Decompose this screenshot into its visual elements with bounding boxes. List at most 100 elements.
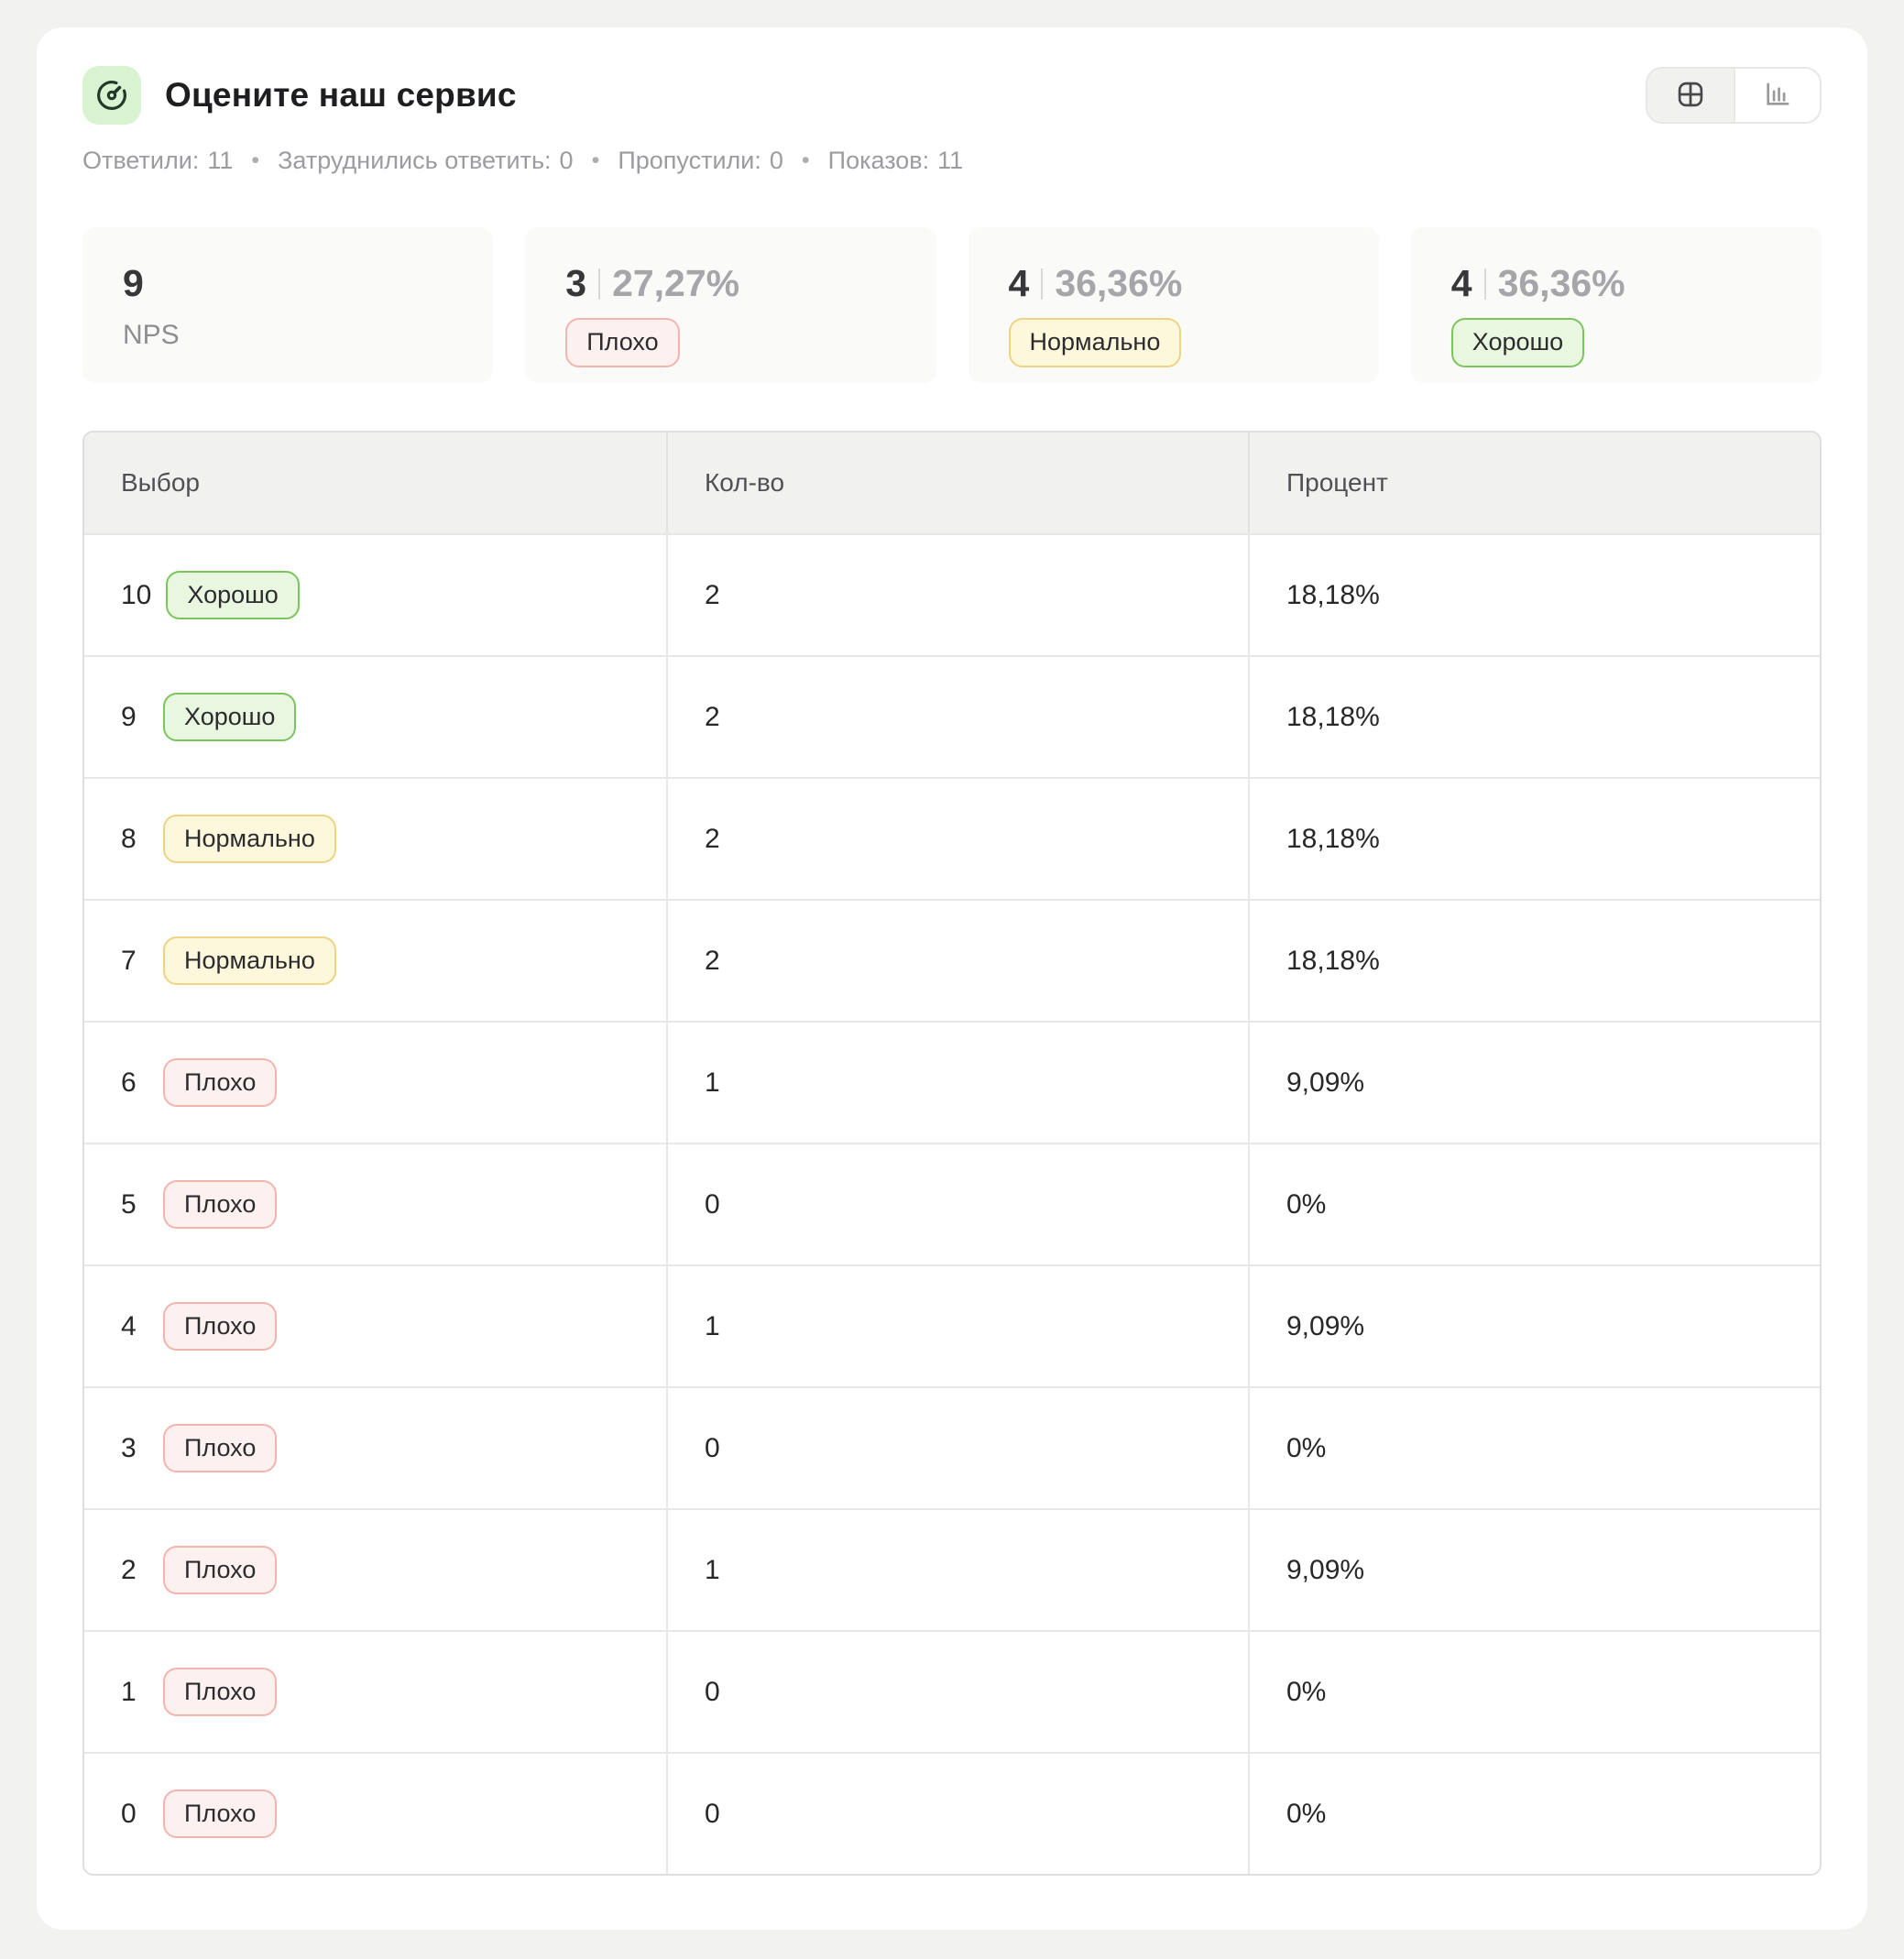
count-cell: 2 bbox=[666, 901, 1248, 1021]
count-cell: 0 bbox=[666, 1632, 1248, 1752]
choice-badge: Плохо bbox=[163, 1667, 278, 1717]
stat-value: 0 bbox=[769, 147, 783, 174]
view-toggle bbox=[1646, 67, 1822, 124]
bad-count: 3 bbox=[565, 262, 587, 304]
count-cell: 0 bbox=[666, 1754, 1248, 1874]
stat-item: Показов: 11 bbox=[783, 145, 964, 176]
choice-cell: 9 Хорошо bbox=[84, 657, 666, 777]
stat-value: 0 bbox=[559, 147, 574, 174]
stat-item: Затруднились ответить: 0 bbox=[233, 145, 573, 176]
choice-value: 5 bbox=[121, 1188, 137, 1220]
bar-chart-icon bbox=[1760, 77, 1795, 115]
good-percent: 36,36% bbox=[1497, 262, 1625, 304]
good-badge: Хорошо bbox=[1450, 318, 1585, 367]
table-body: 10 Хорошо 2 18,18% 9 Хорошо 2 18,18% bbox=[84, 533, 1820, 1874]
choice-value: 7 bbox=[121, 945, 137, 976]
percent-cell: 0% bbox=[1248, 1144, 1820, 1264]
stat-item: Пропустили: 0 bbox=[574, 145, 783, 176]
stat-label: Пропустили: bbox=[618, 147, 761, 174]
results-table: Выбор Кол-во Процент 10 Хорошо 2 18,18% … bbox=[82, 431, 1822, 1876]
good-count: 4 bbox=[1450, 262, 1472, 304]
table-row: 9 Хорошо 2 18,18% bbox=[84, 655, 1820, 777]
choice-badge: Плохо bbox=[163, 1301, 278, 1352]
percent-cell: 0% bbox=[1248, 1388, 1820, 1508]
table-row: 1 Плохо 0 0% bbox=[84, 1630, 1820, 1752]
choice-cell: 2 Плохо bbox=[84, 1510, 666, 1630]
table-row: 0 Плохо 0 0% bbox=[84, 1752, 1820, 1874]
header: Оцените наш сервис bbox=[82, 66, 1822, 125]
count-cell: 1 bbox=[666, 1266, 1248, 1386]
divider bbox=[598, 268, 601, 300]
table-row: 4 Плохо 1 9,09% bbox=[84, 1264, 1820, 1386]
normal-percent: 36,36% bbox=[1055, 262, 1183, 304]
percent-cell: 18,18% bbox=[1248, 535, 1820, 655]
choice-value: 10 bbox=[121, 579, 152, 610]
choice-cell: 1 Плохо bbox=[84, 1632, 666, 1752]
stat-item: Ответили: 11 bbox=[82, 145, 233, 176]
good-summary-card: 4 36,36% Хорошо bbox=[1410, 227, 1822, 383]
normal-summary-card: 4 36,36% Нормально bbox=[968, 227, 1379, 383]
table-view-button[interactable] bbox=[1647, 69, 1734, 122]
choice-badge: Плохо bbox=[163, 1179, 278, 1230]
count-cell: 1 bbox=[666, 1023, 1248, 1143]
bad-summary-card: 3 27,27% Плохо bbox=[525, 227, 936, 383]
percent-cell: 18,18% bbox=[1248, 657, 1820, 777]
choice-value: 2 bbox=[121, 1554, 137, 1585]
table-row: 3 Плохо 0 0% bbox=[84, 1386, 1820, 1508]
choice-value: 8 bbox=[121, 823, 137, 854]
choice-badge: Плохо bbox=[163, 1423, 278, 1473]
choice-cell: 10 Хорошо bbox=[84, 535, 666, 655]
percent-cell: 9,09% bbox=[1248, 1266, 1820, 1386]
bad-percent: 27,27% bbox=[612, 262, 740, 304]
count-cell: 0 bbox=[666, 1388, 1248, 1508]
table-row: 6 Плохо 1 9,09% bbox=[84, 1021, 1820, 1143]
stat-label: Показов: bbox=[827, 147, 930, 174]
stat-value: 11 bbox=[207, 147, 234, 174]
choice-badge: Плохо bbox=[163, 1789, 278, 1839]
table-row: 2 Плохо 1 9,09% bbox=[84, 1508, 1820, 1630]
percent-cell: 18,18% bbox=[1248, 779, 1820, 899]
choice-badge: Хорошо bbox=[163, 692, 297, 742]
nps-label: NPS bbox=[123, 320, 180, 350]
stat-value: 11 bbox=[937, 147, 964, 174]
table-row: 10 Хорошо 2 18,18% bbox=[84, 533, 1820, 655]
choice-cell: 3 Плохо bbox=[84, 1388, 666, 1508]
choice-cell: 7 Нормально bbox=[84, 901, 666, 1021]
column-header-count: Кол-во bbox=[666, 432, 1248, 533]
choice-value: 6 bbox=[121, 1067, 137, 1098]
percent-cell: 0% bbox=[1248, 1754, 1820, 1874]
percent-cell: 9,09% bbox=[1248, 1510, 1820, 1630]
table-header: Выбор Кол-во Процент bbox=[84, 432, 1820, 533]
divider bbox=[1483, 268, 1486, 300]
percent-cell: 9,09% bbox=[1248, 1023, 1820, 1143]
question-card: Оцените наш сервис bbox=[37, 27, 1867, 1930]
summary-cards: 9 NPS 3 27,27% Плохо 4 36,36% Нормально bbox=[82, 227, 1822, 383]
count-cell: 2 bbox=[666, 657, 1248, 777]
choice-value: 0 bbox=[121, 1798, 137, 1829]
chart-view-button[interactable] bbox=[1734, 69, 1820, 122]
percent-cell: 18,18% bbox=[1248, 901, 1820, 1021]
column-header-choice: Выбор bbox=[121, 468, 200, 497]
count-cell: 0 bbox=[666, 1144, 1248, 1264]
normal-count: 4 bbox=[1008, 262, 1030, 304]
choice-cell: 8 Нормально bbox=[84, 779, 666, 899]
table-row: 8 Нормально 2 18,18% bbox=[84, 777, 1820, 899]
choice-badge: Нормально bbox=[163, 814, 336, 864]
choice-value: 4 bbox=[121, 1310, 137, 1341]
stat-label: Затруднились ответить: bbox=[278, 147, 552, 174]
choice-cell: 5 Плохо bbox=[84, 1144, 666, 1264]
choice-badge: Нормально bbox=[163, 936, 336, 986]
table-row: 5 Плохо 0 0% bbox=[84, 1143, 1820, 1264]
stat-label: Ответили: bbox=[82, 147, 200, 174]
choice-cell: 4 Плохо bbox=[84, 1266, 666, 1386]
percent-cell: 0% bbox=[1248, 1632, 1820, 1752]
choice-badge: Плохо bbox=[163, 1057, 278, 1108]
choice-badge: Плохо bbox=[163, 1545, 278, 1595]
nps-value: 9 bbox=[123, 262, 144, 304]
count-cell: 2 bbox=[666, 535, 1248, 655]
choice-cell: 6 Плохо bbox=[84, 1023, 666, 1143]
choice-value: 3 bbox=[121, 1432, 137, 1463]
page-title: Оцените наш сервис bbox=[165, 76, 517, 114]
choice-badge: Хорошо bbox=[166, 570, 300, 620]
